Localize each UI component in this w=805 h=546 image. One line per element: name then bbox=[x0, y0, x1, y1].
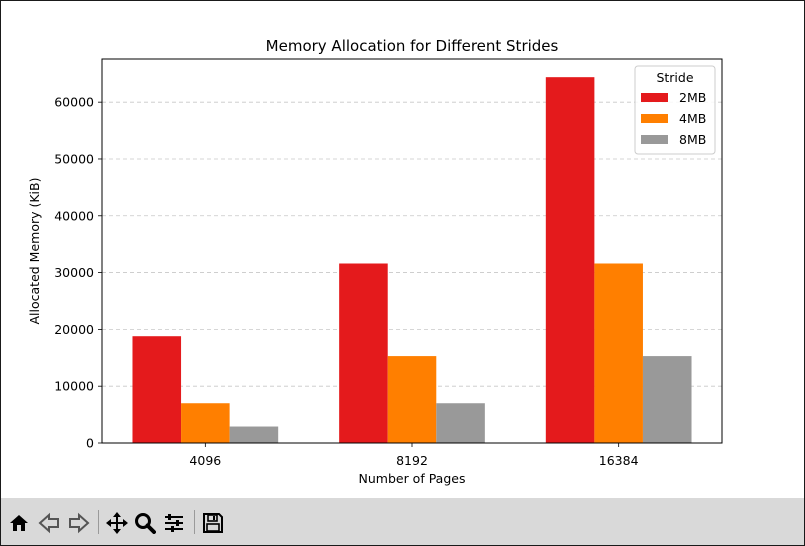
save-icon[interactable] bbox=[200, 510, 226, 536]
y-tick-label: 20000 bbox=[54, 322, 94, 337]
plot-frame bbox=[101, 58, 723, 444]
y-tick-label: 10000 bbox=[54, 379, 94, 394]
x-tick-label: 8192 bbox=[396, 453, 428, 468]
bar-4MB-16384 bbox=[594, 263, 643, 443]
bar-4MB-8192 bbox=[387, 356, 437, 443]
x-tick-label: 4096 bbox=[189, 453, 221, 468]
configure-subplots-icon[interactable] bbox=[161, 510, 187, 536]
legend-title: Stride bbox=[656, 70, 693, 85]
bar-8MB-4096 bbox=[229, 426, 279, 443]
legend-box bbox=[634, 65, 716, 155]
zoom-icon[interactable] bbox=[132, 510, 158, 536]
bar-8MB-16384 bbox=[642, 356, 692, 443]
bar-4MB-4096 bbox=[181, 403, 230, 443]
legend-label-2MB: 2MB bbox=[679, 90, 706, 105]
chart-title: Memory Allocation for Different Strides bbox=[266, 37, 559, 55]
y-axis-label: Allocated Memory (KiB) bbox=[27, 178, 42, 325]
legend-label-8MB: 8MB bbox=[679, 132, 706, 147]
forward-arrow-icon[interactable] bbox=[66, 510, 92, 536]
y-tick-label: 50000 bbox=[54, 151, 94, 166]
bar-2MB-8192 bbox=[339, 263, 388, 443]
toolbar-separator bbox=[194, 510, 195, 534]
bar-2MB-4096 bbox=[132, 336, 182, 443]
pan-icon[interactable] bbox=[104, 510, 130, 536]
legend-swatch-2MB bbox=[641, 93, 668, 102]
bar-2MB-16384 bbox=[545, 77, 595, 443]
y-tick-label: 40000 bbox=[54, 208, 94, 223]
bar-8MB-8192 bbox=[436, 403, 485, 443]
figure-canvas: 4096 8192 16384 0 10000 20000 30000 40000 50000 6… bbox=[1, 1, 804, 498]
legend-label-4MB: 4MB bbox=[679, 111, 706, 126]
home-icon[interactable] bbox=[6, 510, 32, 536]
back-arrow-icon[interactable] bbox=[36, 510, 62, 536]
x-axis-label: Number of Pages bbox=[359, 471, 466, 486]
legend-swatch-4MB bbox=[641, 114, 668, 123]
navigation-toolbar bbox=[1, 498, 804, 545]
y-tick-label: 60000 bbox=[54, 95, 94, 110]
y-tick-label: 0 bbox=[86, 436, 94, 451]
y-tick-label: 30000 bbox=[54, 265, 94, 280]
x-tick-label: 16384 bbox=[599, 453, 639, 468]
toolbar-separator bbox=[98, 510, 99, 534]
bar-chart: 4096 8192 16384 0 10000 20000 30000 40000 50000 6… bbox=[27, 37, 723, 486]
legend-swatch-8MB bbox=[641, 135, 668, 144]
